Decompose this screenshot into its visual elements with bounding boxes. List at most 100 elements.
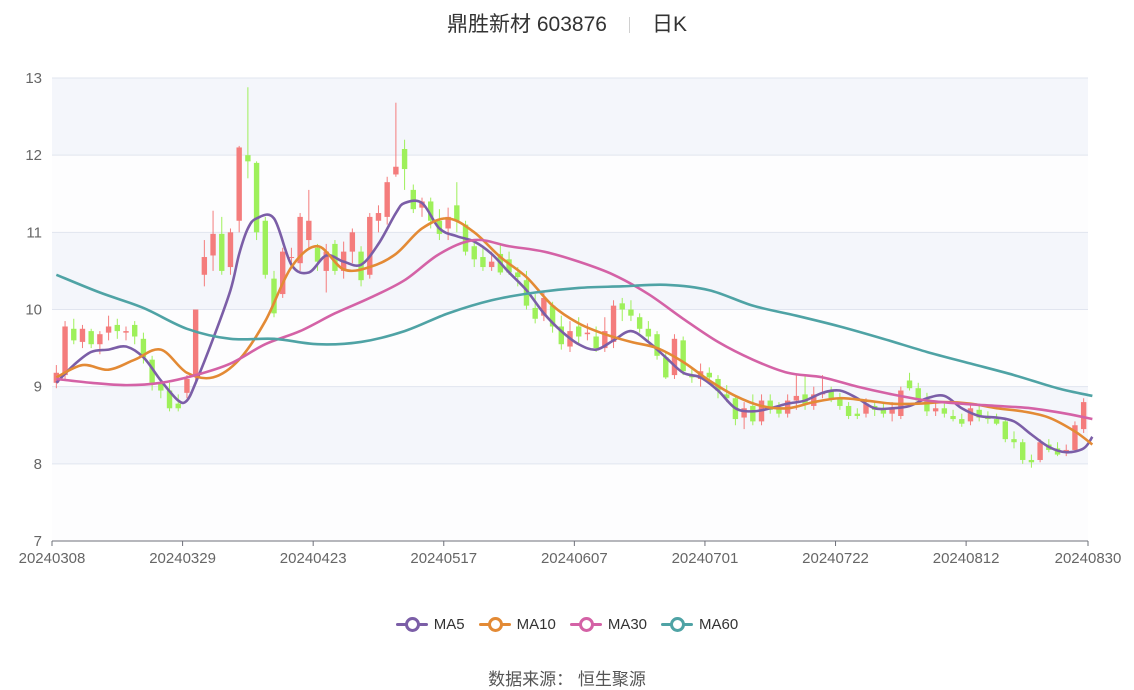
legend-circle-icon	[487, 617, 503, 632]
candle-body	[1002, 421, 1008, 440]
candle-body	[906, 380, 913, 389]
x-tick-label: 20240308	[19, 550, 86, 567]
candle-body	[192, 309, 199, 376]
candle-body	[410, 189, 416, 210]
candle-body	[558, 326, 564, 345]
candle-body	[149, 359, 155, 383]
candle-body	[1011, 439, 1017, 443]
legend-item-ma30[interactable]: MA30	[569, 616, 648, 633]
period-label[interactable]: 日K	[651, 13, 687, 36]
grid-band	[52, 386, 1088, 464]
candle-body	[793, 395, 800, 401]
y-tick-label: 9	[34, 379, 42, 396]
candle-body	[62, 326, 68, 376]
y-tick-label: 10	[25, 302, 42, 319]
stock-name: 鼎胜新材 603876	[447, 13, 607, 36]
candle-body	[985, 417, 991, 420]
candle-body	[105, 326, 112, 333]
candle-body	[384, 182, 390, 217]
candle-body	[306, 220, 312, 241]
candle-body	[140, 338, 147, 358]
x-tick-label: 20240830	[1055, 550, 1122, 567]
candle-body	[53, 372, 60, 383]
candle-body	[515, 272, 521, 278]
candle-body	[210, 233, 216, 256]
candle-body	[584, 332, 591, 335]
legend-circle-icon	[670, 617, 686, 632]
candle-body	[593, 336, 599, 349]
grid-band	[52, 463, 1088, 541]
candle-body	[915, 388, 921, 401]
candle-body	[375, 213, 382, 221]
candle-body	[280, 251, 286, 295]
candle-body	[549, 305, 556, 327]
legend-label: MA30	[607, 616, 648, 633]
ma-line-ma60	[55, 273, 1093, 398]
candle-body	[132, 324, 138, 337]
candle-body	[767, 400, 773, 410]
candle-body	[636, 317, 643, 329]
candle-body	[201, 257, 208, 275]
candle-body	[314, 247, 321, 262]
candle-body	[941, 408, 948, 414]
candle-body	[993, 419, 1000, 424]
candle-body	[158, 382, 164, 391]
candle-body	[845, 405, 852, 416]
candle-body	[471, 246, 477, 260]
candle-body	[262, 220, 268, 275]
candle-body	[1080, 402, 1087, 430]
legend-item-ma60[interactable]: MA60	[661, 616, 738, 633]
candle-body	[393, 166, 399, 175]
candle-body	[967, 408, 974, 422]
y-tick-label: 11	[26, 224, 42, 241]
x-tick-label: 20240722	[802, 550, 869, 567]
data-source: 数据来源： 恒生聚源	[488, 670, 646, 689]
x-tick-label: 20240812	[933, 550, 1000, 567]
candle-body	[1028, 459, 1035, 463]
y-tick-label: 8	[34, 456, 42, 473]
candle-body	[219, 233, 225, 271]
candle-body	[480, 257, 486, 268]
candle-body	[245, 155, 251, 162]
candle-body	[1037, 442, 1043, 460]
candle-body	[445, 216, 451, 229]
candle-body	[349, 232, 356, 252]
legend-label: MA5	[433, 616, 465, 633]
chart-legend: MA5 MA10 MA30 MA60	[0, 613, 1134, 633]
legend-circle-icon	[578, 617, 594, 632]
candle-body	[428, 201, 434, 221]
candle-body	[802, 394, 808, 404]
candle-body	[610, 305, 617, 342]
candle-body	[288, 257, 295, 259]
candle-body	[175, 403, 181, 409]
candle-body	[297, 216, 303, 264]
candle-body	[114, 324, 120, 332]
candle-body	[602, 331, 608, 349]
candle-body	[741, 408, 747, 418]
legend-item-ma10[interactable]: MA10	[478, 616, 556, 633]
candle-body	[323, 251, 329, 271]
candle-body	[271, 278, 277, 314]
legend-item-ma5[interactable]: MA5	[395, 616, 465, 633]
grid-band	[52, 78, 1088, 156]
chart-title: 鼎胜新材 603876 日K	[0, 8, 1134, 38]
grid-band	[52, 155, 1088, 233]
y-tick-label: 13	[25, 70, 42, 87]
candle-body	[863, 403, 869, 414]
candle-body	[236, 147, 242, 221]
candle-body	[654, 334, 660, 356]
candle-body	[1020, 442, 1026, 460]
candle-body	[401, 148, 408, 170]
candle-body	[1072, 425, 1078, 450]
candle-body	[227, 232, 234, 268]
x-tick-label: 20240701	[672, 550, 739, 567]
candle-body	[750, 405, 756, 422]
grid-band	[52, 232, 1088, 310]
candle-body	[837, 398, 843, 406]
candle-body	[976, 409, 982, 418]
candle-body	[541, 297, 547, 316]
legend-label: MA10	[516, 616, 556, 633]
x-tick-label: 20240517	[410, 550, 477, 567]
y-tick-label: 7	[34, 533, 42, 550]
candle-body	[776, 408, 782, 414]
